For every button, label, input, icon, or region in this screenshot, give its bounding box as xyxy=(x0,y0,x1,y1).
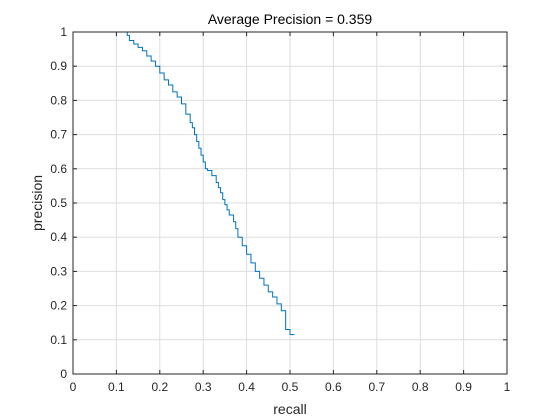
y-tick-label: 0.7 xyxy=(50,128,67,142)
y-tick-label: 0.4 xyxy=(50,230,67,244)
y-tick-labels: 0 0.1 0.2 0.3 0.4 0.5 0.6 0.7 0.8 0.9 1 xyxy=(50,25,67,381)
y-tick-label: 0.1 xyxy=(50,333,67,347)
x-tick-label: 0.6 xyxy=(325,380,342,394)
x-tick-label: 0.1 xyxy=(108,380,125,394)
y-axis-label: precision xyxy=(29,175,45,231)
x-tick-label: 0.7 xyxy=(368,380,385,394)
y-tick-label: 0.8 xyxy=(50,93,67,107)
x-axis-label: recall xyxy=(273,401,306,417)
x-tick-label: 0.9 xyxy=(455,380,472,394)
y-tick-label: 0.5 xyxy=(50,196,67,210)
x-tick-label: 0 xyxy=(70,380,77,394)
x-tick-label: 0.5 xyxy=(282,380,299,394)
x-tick-label: 0.4 xyxy=(238,380,255,394)
x-tick-labels: 0 0.1 0.2 0.3 0.4 0.5 0.6 0.7 0.8 0.9 1 xyxy=(70,380,511,394)
x-tick-label: 1 xyxy=(504,380,511,394)
y-tick-label: 0 xyxy=(60,367,67,381)
y-tick-label: 0.3 xyxy=(50,264,67,278)
precision-recall-curve xyxy=(73,31,295,336)
y-tick-label: 0.9 xyxy=(50,59,67,73)
tick-marks xyxy=(72,31,508,375)
series-layer xyxy=(73,31,295,336)
y-tick-label: 1 xyxy=(60,25,67,39)
y-tick-label: 0.2 xyxy=(50,299,67,313)
x-tick-label: 0.8 xyxy=(412,380,429,394)
y-tick-label: 0.6 xyxy=(50,162,67,176)
chart-title: Average Precision = 0.359 xyxy=(208,11,373,27)
x-tick-label: 0.2 xyxy=(151,380,168,394)
x-tick-label: 0.3 xyxy=(195,380,212,394)
